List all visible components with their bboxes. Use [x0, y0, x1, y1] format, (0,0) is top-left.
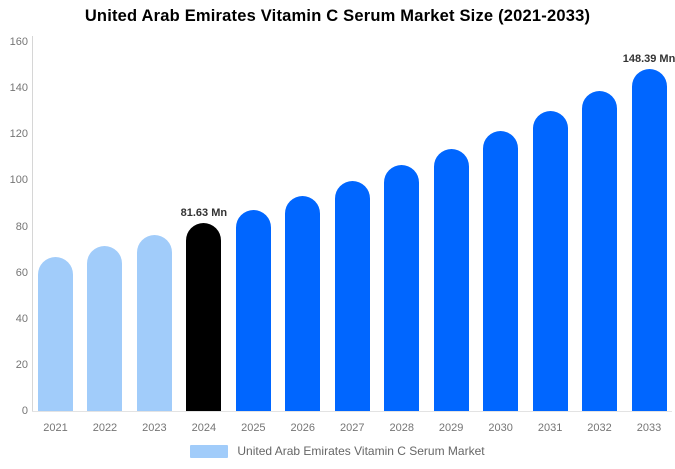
- x-axis-line: [32, 411, 672, 412]
- bar-2025[interactable]: [235, 209, 271, 411]
- legend-label: United Arab Emirates Vitamin C Serum Mar…: [237, 444, 485, 458]
- bar-2033[interactable]: [631, 68, 667, 411]
- y-tick-label-0: 0: [21, 405, 28, 417]
- bar-2023[interactable]: [136, 234, 172, 411]
- y-tick-label-160: 160: [9, 36, 28, 48]
- bar-2024[interactable]: [186, 222, 222, 411]
- x-tick-label-2027: 2027: [340, 422, 365, 434]
- x-tick-label-2030: 2030: [488, 422, 513, 434]
- bar-2027[interactable]: [334, 181, 370, 411]
- legend-item[interactable]: United Arab Emirates Vitamin C Serum Mar…: [0, 444, 675, 458]
- x-tick-label-2033: 2033: [636, 422, 662, 434]
- bar-2021[interactable]: [38, 256, 73, 411]
- y-tick-label-40: 40: [15, 312, 28, 325]
- bar-2030[interactable]: [483, 130, 519, 411]
- x-tick-label-2029: 2029: [438, 422, 464, 434]
- bar-2026[interactable]: [285, 196, 321, 411]
- y-tick-label-20: 20: [15, 358, 28, 371]
- x-tick-label-2025: 2025: [241, 422, 266, 434]
- data-label-2033: 148.39 Mn: [622, 52, 675, 65]
- bar-2031[interactable]: [532, 111, 568, 411]
- y-tick-label-120: 120: [9, 128, 28, 141]
- y-tick-label-100: 100: [9, 174, 28, 187]
- x-tick-label-2028: 2028: [389, 422, 414, 434]
- y-tick-label-140: 140: [9, 82, 28, 95]
- data-label-2024: 81.63 Mn: [180, 206, 228, 219]
- y-axis-line: [32, 36, 33, 412]
- bar-2028[interactable]: [384, 165, 420, 411]
- bar-2032[interactable]: [582, 90, 618, 411]
- x-tick-label-2022: 2022: [92, 422, 118, 434]
- chart-title: United Arab Emirates Vitamin C Serum Mar…: [84, 7, 591, 25]
- bar-2022[interactable]: [87, 246, 123, 411]
- y-tick-label-80: 80: [15, 220, 28, 233]
- x-tick-label-2021: 2021: [43, 422, 68, 434]
- x-tick-label-2032: 2032: [587, 422, 612, 434]
- bar-2029[interactable]: [433, 148, 469, 411]
- legend-swatch: [190, 444, 229, 458]
- x-tick-label-2031: 2031: [537, 422, 563, 434]
- y-tick-label-60: 60: [15, 266, 28, 279]
- x-tick-label-2024: 2024: [191, 422, 217, 434]
- x-tick-label-2026: 2026: [290, 422, 316, 434]
- x-tick-label-2023: 2023: [142, 422, 167, 434]
